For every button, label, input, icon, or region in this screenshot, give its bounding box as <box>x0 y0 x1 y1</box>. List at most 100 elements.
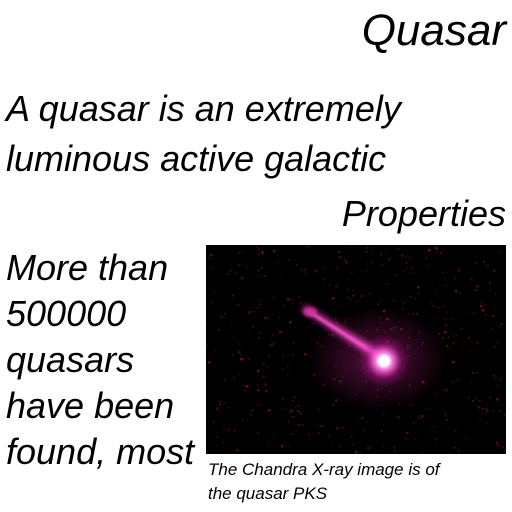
noise-speck <box>487 405 489 407</box>
noise-speck <box>329 284 331 286</box>
noise-speck <box>332 404 334 406</box>
body-line: More than <box>6 247 169 288</box>
noise-speck <box>497 385 499 387</box>
noise-speck <box>497 342 499 344</box>
noise-speck <box>403 302 405 304</box>
noise-speck <box>218 410 220 412</box>
noise-speck <box>496 442 499 445</box>
noise-speck <box>472 400 474 402</box>
noise-speck <box>206 344 208 346</box>
noise-speck <box>435 292 437 294</box>
noise-speck <box>273 297 275 299</box>
noise-speck <box>406 432 408 434</box>
noise-speck <box>350 299 352 301</box>
noise-speck <box>409 257 411 259</box>
noise-speck <box>415 438 417 440</box>
noise-speck <box>281 272 283 274</box>
noise-speck <box>257 274 259 276</box>
noise-speck <box>271 343 274 346</box>
noise-speck <box>493 270 495 272</box>
noise-speck <box>416 313 418 315</box>
quasar-xray-image <box>206 245 506 454</box>
noise-speck <box>494 346 496 348</box>
noise-speck <box>342 426 345 429</box>
noise-speck <box>403 270 405 272</box>
noise-speck <box>421 415 424 418</box>
noise-speck <box>410 404 413 407</box>
noise-speck <box>223 428 225 430</box>
noise-speck <box>252 326 254 328</box>
noise-speck <box>468 337 470 339</box>
noise-speck <box>263 363 265 365</box>
noise-speck <box>210 254 213 257</box>
noise-speck <box>397 416 400 419</box>
noise-speck <box>489 397 491 399</box>
noise-speck <box>241 358 243 360</box>
noise-speck <box>315 270 318 273</box>
noise-speck <box>250 414 252 416</box>
noise-speck <box>377 303 380 306</box>
noise-speck <box>231 322 233 324</box>
noise-speck <box>499 410 501 412</box>
noise-speck <box>268 409 271 412</box>
noise-speck <box>452 319 454 321</box>
noise-speck <box>428 408 430 410</box>
noise-speck <box>439 307 441 309</box>
noise-speck <box>428 249 430 251</box>
noise-speck <box>352 444 354 446</box>
noise-speck <box>340 305 342 307</box>
noise-speck <box>292 416 294 418</box>
noise-speck <box>212 268 214 270</box>
noise-speck <box>486 410 489 413</box>
noise-speck <box>264 275 266 277</box>
noise-speck <box>242 419 244 421</box>
noise-speck <box>497 445 499 447</box>
noise-speck <box>246 266 248 268</box>
noise-speck <box>351 245 353 247</box>
noise-speck <box>499 326 501 328</box>
noise-speck <box>476 285 479 288</box>
noise-speck <box>462 348 464 350</box>
noise-speck <box>288 447 290 449</box>
noise-speck <box>444 285 446 287</box>
noise-speck <box>298 405 300 407</box>
noise-speck <box>435 247 438 250</box>
noise-speck <box>295 431 297 433</box>
noise-speck <box>309 246 311 248</box>
noise-speck <box>208 361 211 364</box>
noise-speck <box>261 251 264 254</box>
noise-speck <box>455 290 458 293</box>
noise-speck <box>249 335 251 337</box>
body-line: have been <box>6 385 175 426</box>
noise-speck <box>300 413 302 415</box>
noise-speck <box>273 434 275 436</box>
noise-speck <box>418 292 420 294</box>
noise-speck <box>479 420 481 422</box>
noise-speck <box>338 251 341 254</box>
noise-speck <box>258 253 260 255</box>
noise-speck <box>336 427 339 430</box>
noise-speck <box>207 323 209 325</box>
noise-speck <box>388 258 391 261</box>
noise-speck <box>306 246 308 248</box>
noise-speck <box>240 355 242 357</box>
noise-speck <box>277 262 279 264</box>
noise-speck <box>292 354 294 356</box>
noise-speck <box>410 272 412 274</box>
noise-speck <box>224 313 226 315</box>
noise-speck <box>475 289 478 292</box>
noise-speck <box>351 436 353 438</box>
noise-speck <box>282 398 284 400</box>
noise-speck <box>347 288 349 290</box>
noise-speck <box>251 409 254 412</box>
noise-speck <box>419 315 421 317</box>
noise-speck <box>454 447 456 449</box>
noise-speck <box>233 377 235 379</box>
noise-speck <box>475 398 477 400</box>
noise-speck <box>458 269 461 272</box>
noise-speck <box>458 450 460 452</box>
noise-speck <box>238 264 240 266</box>
noise-speck <box>357 301 359 303</box>
noise-speck <box>213 291 215 293</box>
noise-speck <box>239 252 241 254</box>
